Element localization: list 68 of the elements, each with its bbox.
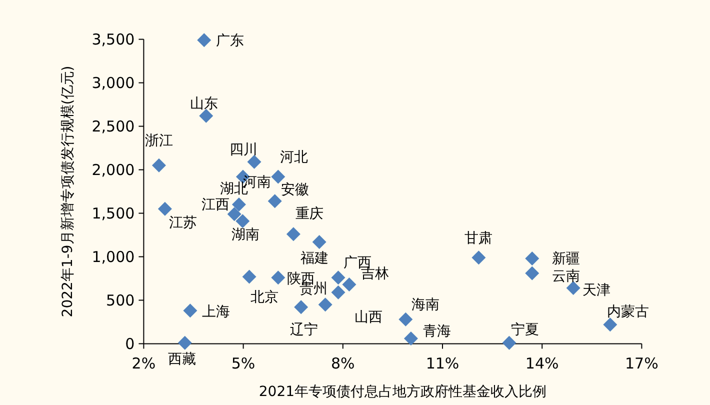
- x-tick-label: 14%: [525, 354, 559, 373]
- annotation: 四川: [229, 142, 258, 158]
- annotation: 新疆: [552, 251, 580, 268]
- point: [227, 207, 242, 222]
- annotation: 内蒙古: [607, 304, 650, 320]
- annotation: 山东: [190, 96, 218, 112]
- annotation: 河北: [280, 150, 308, 166]
- annotation: 甘肃: [464, 230, 493, 247]
- y-tick-label: 2,500: [92, 118, 135, 136]
- annotation: 江苏: [168, 215, 197, 232]
- annotation: 安徽: [280, 182, 309, 198]
- point: [158, 202, 172, 216]
- point: [268, 194, 282, 208]
- y-tick-label: 3,500: [92, 30, 135, 49]
- point: [525, 266, 540, 280]
- point: [247, 154, 262, 169]
- point: [183, 304, 198, 318]
- y-axis-title: 2022年1-9月新增专项债发行规模(亿元): [60, 66, 76, 318]
- point: [331, 270, 346, 285]
- annotation: 宁夏: [511, 322, 540, 338]
- point: [312, 234, 326, 249]
- point: [236, 214, 250, 228]
- point: [294, 300, 308, 314]
- point: [318, 298, 332, 312]
- x-tick-label: 11%: [426, 354, 460, 373]
- point: [197, 33, 212, 48]
- point: [502, 336, 516, 350]
- annotation: 重庆: [295, 206, 324, 222]
- x-tick-label: 2%: [132, 354, 156, 373]
- point: [331, 285, 346, 300]
- annotation: 吉林: [361, 266, 390, 282]
- point: [398, 312, 413, 326]
- y-tick-label: 0: [125, 334, 135, 353]
- annotation: 上海: [202, 304, 230, 320]
- point: [404, 331, 418, 346]
- annotation: 海南: [412, 297, 440, 314]
- annotation: 福建: [300, 250, 328, 267]
- annotation: 广东: [216, 33, 244, 50]
- point: [472, 250, 486, 265]
- y-tick-label: 500: [106, 291, 135, 310]
- y-tick-label: 1,000: [92, 248, 135, 266]
- y-tick-label: 3,000: [92, 74, 135, 92]
- annotation: 天津: [582, 282, 610, 299]
- point: [286, 227, 300, 242]
- annotation: 云南: [552, 268, 580, 285]
- point: [152, 158, 166, 172]
- annotation: 北京: [250, 290, 278, 306]
- point: [232, 198, 246, 212]
- point: [342, 278, 356, 292]
- annotation: 辽宁: [290, 322, 318, 338]
- annotation: 青海: [422, 324, 451, 340]
- point: [525, 251, 540, 266]
- point: [603, 318, 618, 332]
- annotation: 江西: [201, 197, 230, 214]
- point: [271, 170, 286, 184]
- point: [271, 270, 286, 285]
- x-tick-label: 8%: [331, 354, 355, 373]
- annotation: 山西: [354, 310, 382, 326]
- point: [178, 336, 192, 350]
- x-tick-label: 17%: [625, 354, 658, 373]
- y-tick-label: 1,500: [92, 204, 135, 222]
- annotation: 浙江: [144, 133, 173, 150]
- point: [242, 270, 256, 284]
- y-tick-label: 2,000: [92, 161, 135, 180]
- x-tick-label: 5%: [231, 354, 256, 373]
- annotation: 西藏: [168, 352, 196, 368]
- annotation: 湖南: [232, 226, 260, 243]
- x-axis-title: 2021年专项债付息占地方政府性基金收入比例: [258, 384, 547, 400]
